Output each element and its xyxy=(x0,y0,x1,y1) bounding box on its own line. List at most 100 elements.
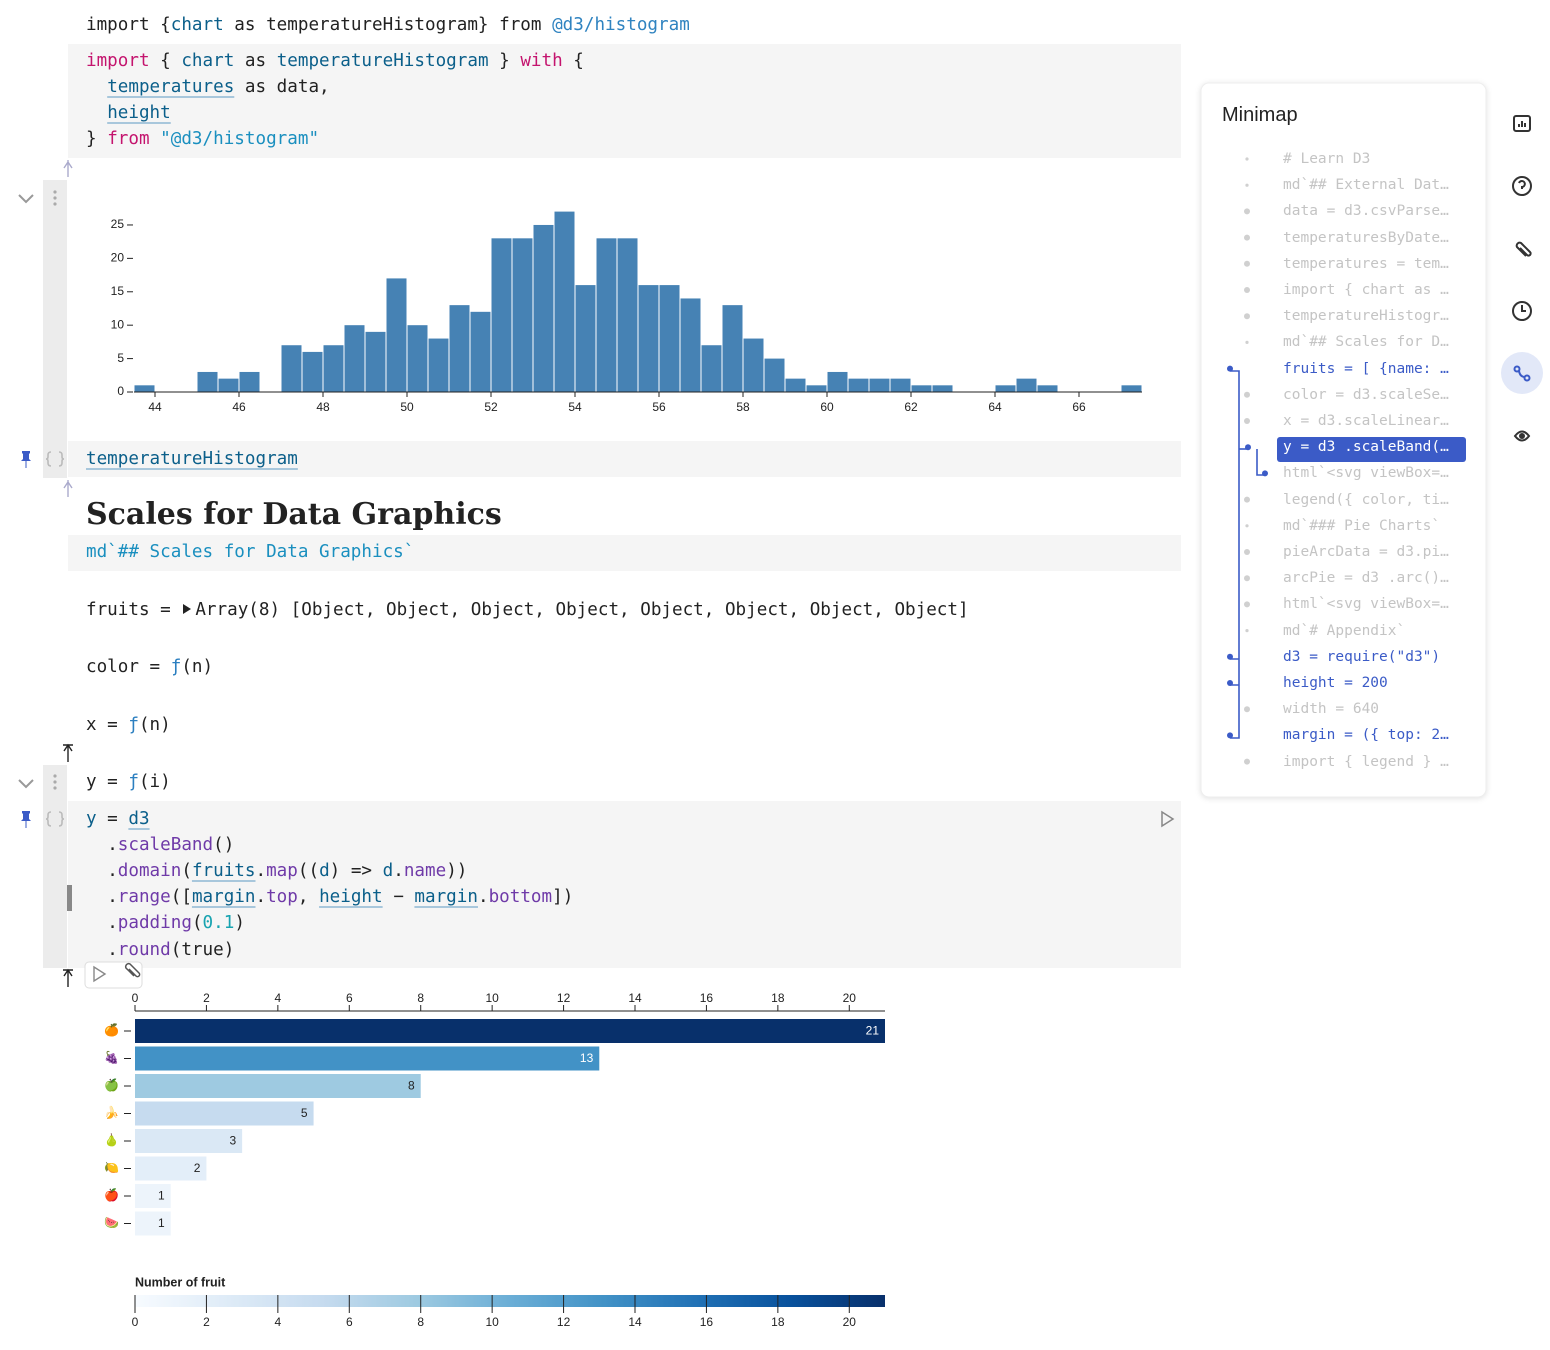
minimap-item[interactable]: d3 = require("d3") xyxy=(1283,648,1441,665)
code-token: bottom xyxy=(488,887,553,907)
run-button[interactable] xyxy=(93,965,107,983)
legend-tick-label: 6 xyxy=(346,1315,353,1329)
code-token: chart xyxy=(170,15,224,35)
bar xyxy=(135,1019,885,1043)
x-tick-label: 54 xyxy=(568,400,582,414)
y-tick-label: 0 xyxy=(117,384,124,398)
cell-toolbar xyxy=(84,961,143,989)
x-tick-label: 8 xyxy=(417,991,424,1005)
code-token: height xyxy=(319,887,383,907)
histogram-bar xyxy=(785,378,806,392)
code-token: margin xyxy=(191,887,256,907)
code-token: range xyxy=(117,887,171,907)
code-token: (( xyxy=(297,861,320,881)
minimap-dot xyxy=(1227,653,1233,660)
bar xyxy=(135,1046,600,1071)
minimap-item[interactable]: arcPie = d3 .arc()… xyxy=(1283,570,1449,587)
output-token: y = xyxy=(86,772,129,792)
y-tick-label: 15 xyxy=(111,284,125,298)
code-token: ( xyxy=(191,913,203,933)
histogram-bar xyxy=(1121,385,1142,392)
histogram-bar xyxy=(827,371,848,392)
x-tick-label: 18 xyxy=(771,991,785,1005)
minimap-item[interactable]: html`<svg viewBox=… xyxy=(1283,465,1449,482)
insert-icon[interactable] xyxy=(63,743,73,987)
minimap-item[interactable]: # Learn D3 xyxy=(1283,151,1371,167)
code-token: top xyxy=(266,887,298,907)
minimap-item[interactable]: md`### Pie Charts` xyxy=(1283,517,1441,534)
x-tick-label: 16 xyxy=(700,991,714,1005)
value-label: 8 xyxy=(408,1079,415,1093)
drag-handle[interactable] xyxy=(53,190,57,790)
output-token: ƒ xyxy=(128,715,139,735)
code-token: . xyxy=(477,887,489,907)
expand-toggle[interactable] xyxy=(181,603,195,615)
dependency-icon[interactable] xyxy=(1513,365,1531,382)
code-token: d xyxy=(382,861,394,881)
code-line: md`## Scales for Data Graphics` xyxy=(86,539,414,565)
minimap-dot xyxy=(1244,287,1250,293)
legend-tick-label: 2 xyxy=(203,1315,210,1329)
minimap-selection xyxy=(1277,437,1466,462)
bar xyxy=(135,1129,243,1153)
histogram-bar xyxy=(470,311,491,392)
minimap-item[interactable]: color = d3.scaleSe… xyxy=(1283,386,1449,403)
output-token: x = xyxy=(86,715,129,735)
insert-icon[interactable] xyxy=(63,160,73,497)
histogram-bar xyxy=(281,345,302,392)
histogram-bar xyxy=(512,238,533,392)
sidebar-icons[interactable] xyxy=(1512,115,1532,442)
histogram-bar xyxy=(575,285,596,392)
minimap-dot xyxy=(1244,313,1250,320)
minimap-item[interactable]: md`## External Dat… xyxy=(1283,177,1449,194)
collapse-icon[interactable] xyxy=(18,194,34,204)
minimap-item[interactable]: md`## Scales for D… xyxy=(1283,334,1449,351)
minimap-item[interactable]: x = d3.scaleLinear… xyxy=(1283,413,1449,429)
run-button[interactable] xyxy=(1161,810,1175,828)
minimap-dot xyxy=(1244,418,1250,424)
category-label: 🍇 xyxy=(104,1051,119,1065)
histogram-bar xyxy=(302,351,323,392)
histogram-bar xyxy=(386,278,407,392)
category-label: 🍉 xyxy=(104,1216,119,1230)
minimap-item[interactable]: temperatureHistogr… xyxy=(1283,308,1449,325)
value-label: 3 xyxy=(229,1134,236,1148)
value-label: 1 xyxy=(158,1189,165,1203)
minimap-item[interactable]: data = d3.csvParse… xyxy=(1283,203,1449,220)
minimap-item[interactable]: margin = ({ top: 2… xyxy=(1283,727,1449,744)
minimap-item[interactable]: y = d3 .scaleBand(… xyxy=(1283,439,1449,456)
code-token: { xyxy=(149,51,182,71)
code-token: map xyxy=(266,861,298,881)
code-token: , xyxy=(297,887,320,907)
x-tick-label: 48 xyxy=(316,400,330,414)
minimap-item[interactable]: width = 640 xyxy=(1283,701,1380,718)
code-token: margin xyxy=(414,887,478,907)
minimap-item[interactable]: import { chart as … xyxy=(1283,282,1449,298)
minimap-item[interactable]: legend({ color, ti… xyxy=(1283,491,1449,508)
value-label: 13 xyxy=(580,1051,594,1065)
code-line: temperatureHistogram xyxy=(86,446,298,472)
collapse-icon[interactable] xyxy=(18,779,34,789)
minimap-item[interactable]: temperatures = tem… xyxy=(1283,255,1449,272)
minimap-item[interactable]: temperaturesByDate… xyxy=(1283,229,1449,246)
code-token: height xyxy=(107,103,171,123)
code-token: . xyxy=(107,835,118,855)
braces-icon[interactable] xyxy=(45,451,65,827)
code-token: . xyxy=(107,887,118,907)
pin-icon[interactable] xyxy=(21,451,31,828)
minimap-item[interactable]: pieArcData = d3.pi… xyxy=(1283,544,1449,560)
minimap-item[interactable]: import { legend } … xyxy=(1283,753,1449,770)
cell-output: fruits = Array(8) [Object, Object, Objec… xyxy=(86,597,969,623)
attach-button[interactable] xyxy=(124,962,141,978)
minimap-item[interactable]: fruits = [ {name: … xyxy=(1283,360,1449,377)
legend-ramp xyxy=(135,1295,885,1307)
output-token: ƒ xyxy=(128,772,139,792)
code-token: . xyxy=(107,861,118,881)
minimap-item[interactable]: height = 200 xyxy=(1283,675,1388,691)
cell-gutter xyxy=(43,180,67,478)
minimap-item[interactable]: md`# Appendix` xyxy=(1283,622,1406,639)
minimap-item[interactable]: html`<svg viewBox=… xyxy=(1283,596,1449,613)
code-line: .range([margin.top, height − margin.bott… xyxy=(107,884,573,910)
